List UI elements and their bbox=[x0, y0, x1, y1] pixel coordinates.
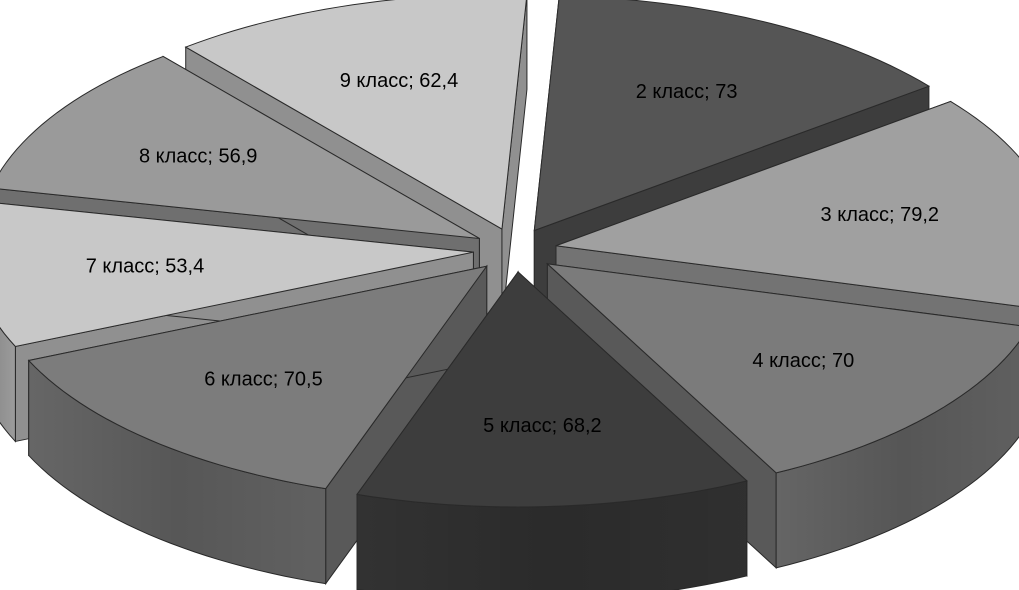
slice-outer-wall-shade bbox=[776, 341, 1019, 568]
slice-outer-wall-shade bbox=[357, 480, 747, 590]
data-label-2-class: 2 класс; 73 bbox=[636, 81, 738, 103]
data-label-7-class: 7 класс; 53,4 bbox=[86, 256, 205, 278]
slice-outer-wall-shade bbox=[0, 327, 16, 442]
slice-top-face bbox=[356, 271, 748, 508]
slice-5-class bbox=[356, 270, 748, 590]
data-label-8-class: 8 класс; 56,9 bbox=[139, 146, 258, 168]
slice-top-face bbox=[0, 55, 480, 239]
slice-6-class bbox=[27, 264, 488, 586]
slice-top-face bbox=[27, 265, 488, 490]
slice-top-face bbox=[545, 263, 1019, 474]
data-label-4-class: 4 класс; 70 bbox=[752, 350, 854, 372]
data-label-3-class: 3 класс; 79,2 bbox=[821, 204, 940, 226]
slice-top-face bbox=[533, 0, 931, 232]
slice-top-face bbox=[555, 100, 1019, 307]
data-label-6-class: 6 класс; 70,5 bbox=[204, 369, 323, 391]
data-label-5-class: 5 класс; 68,2 bbox=[483, 415, 602, 437]
data-label-9-class: 9 класс; 62,4 bbox=[340, 70, 459, 92]
slice-top-face bbox=[184, 0, 527, 230]
slice-top-face bbox=[0, 202, 474, 347]
slice-outer-wall-shade bbox=[28, 360, 326, 584]
